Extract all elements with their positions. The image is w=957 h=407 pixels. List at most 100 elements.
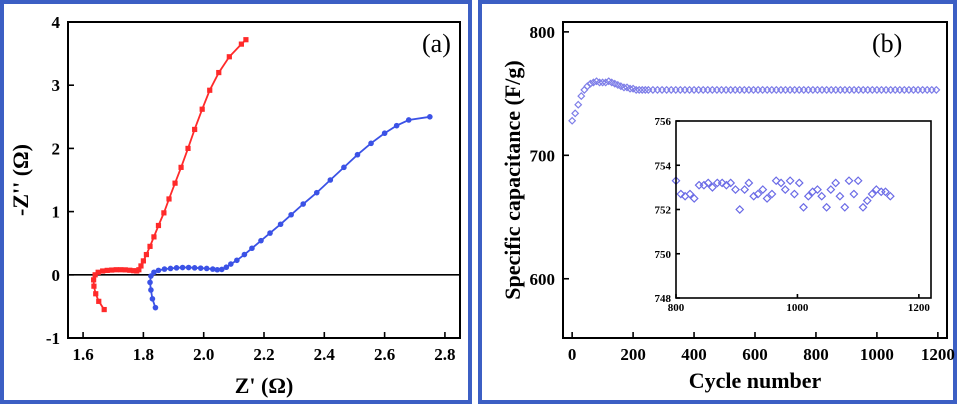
panel-a-x-tick-label: 2.4 <box>314 345 336 364</box>
panel-a-x-tick-label: 2.0 <box>193 345 214 364</box>
inset-data-point <box>840 202 850 212</box>
inset-x-tick-label: 1200 <box>908 302 931 314</box>
inset-data-point <box>762 193 772 203</box>
data-point <box>300 201 307 207</box>
inset-y-tick-label: 750 <box>655 249 672 261</box>
panel-a-y-tick-label: -1 <box>46 329 60 348</box>
data-point <box>635 85 644 94</box>
series-red <box>91 37 249 313</box>
inset-data-point <box>767 189 777 199</box>
inset-data-point <box>858 202 868 212</box>
data-point <box>149 296 156 302</box>
data-point <box>277 221 284 228</box>
inset-data-point <box>871 185 881 195</box>
data-point <box>122 267 128 273</box>
panel-a-y-tick-label: 0 <box>52 266 61 285</box>
panel-b-x-tick-label: 0 <box>568 345 577 364</box>
data-point <box>577 92 586 101</box>
data-point <box>589 78 598 87</box>
data-point <box>632 85 641 94</box>
data-point <box>601 78 610 87</box>
inset-chart: 800 1000 1200 748 750 752 754 756 <box>655 116 932 314</box>
panel-a-ticks: 1.6 1.8 2.0 2.2 2.4 2.6 2.8 -1 0 1 2 3 4 <box>46 13 456 364</box>
inset-data-point <box>822 202 832 212</box>
inset-data-point <box>789 189 799 199</box>
inset-data-point <box>780 185 790 195</box>
panel-b-x-tick-label: 1000 <box>860 345 894 364</box>
data-point <box>586 79 595 88</box>
inset-data-point <box>862 196 872 206</box>
data-point <box>249 245 255 252</box>
panel-b-label: (b) <box>872 29 902 58</box>
data-point <box>166 196 172 202</box>
data-point <box>118 267 124 273</box>
data-point <box>207 87 213 93</box>
data-point <box>104 267 110 273</box>
inset-y-tick-label: 754 <box>655 160 672 172</box>
data-point <box>638 85 647 94</box>
data-point <box>172 180 178 186</box>
panel-b: 0 200 400 600 800 1000 1200 600 700 800 (b) Cycle… <box>478 0 957 404</box>
data-point <box>95 269 101 275</box>
panel-b-y-tick-label: 700 <box>530 146 556 165</box>
data-point <box>93 291 99 297</box>
data-point <box>185 264 192 271</box>
panel-b-x-tick-label: 1200 <box>921 345 955 364</box>
data-point <box>381 130 388 137</box>
panel-a-x-axis-title: Z' (Ω) <box>235 373 294 398</box>
data-point <box>209 266 216 272</box>
inset-ticks: 800 1000 1200 748 750 752 754 756 <box>655 116 931 314</box>
inset-data-point <box>685 189 695 199</box>
data-point <box>148 287 154 293</box>
data-point <box>143 251 149 258</box>
inset-data-point <box>853 176 863 186</box>
inset-data-point <box>885 191 895 201</box>
data-point <box>641 85 650 94</box>
data-point <box>131 268 137 274</box>
panel-a-x-tick-label: 1.6 <box>72 345 93 364</box>
data-point <box>393 122 400 129</box>
data-point <box>136 267 142 273</box>
data-point <box>234 257 240 264</box>
data-point <box>216 69 222 76</box>
inset-data-point <box>813 185 822 195</box>
data-point <box>932 85 941 94</box>
data-point <box>155 267 162 274</box>
panel-a-x-tick-label: 2.8 <box>434 345 455 364</box>
data-point <box>148 273 154 279</box>
panel-b-y-axis-title: Specific capacitance (F/g) <box>500 60 525 300</box>
inset-series <box>671 176 895 214</box>
data-point <box>267 230 273 236</box>
inset-data-point <box>758 185 768 195</box>
data-point <box>155 222 162 229</box>
inset-data-point <box>794 178 804 188</box>
inset-data-point <box>881 187 890 197</box>
data-point <box>161 266 168 272</box>
inset-y-tick-label: 748 <box>655 293 672 305</box>
data-point <box>147 243 153 249</box>
data-point <box>152 304 159 311</box>
inset-data-point <box>735 205 745 214</box>
inset-data-point <box>849 189 859 199</box>
inset-data-point <box>803 191 813 201</box>
panel-b-x-tick-label: 200 <box>620 345 646 364</box>
data-point <box>185 145 191 151</box>
data-point <box>92 272 98 278</box>
data-point <box>238 41 244 47</box>
data-point <box>214 266 221 273</box>
data-point <box>151 234 157 240</box>
data-point <box>113 267 119 273</box>
data-point <box>258 237 264 244</box>
data-point <box>147 279 153 286</box>
panel-b-y-tick-label: 800 <box>530 23 556 42</box>
data-point <box>151 269 157 276</box>
capacitance-series <box>568 77 941 125</box>
inset-data-point <box>785 176 795 186</box>
inset-data-point <box>703 178 713 188</box>
inset-data-point <box>776 178 786 188</box>
data-point <box>101 306 107 313</box>
impedance-series <box>91 37 433 313</box>
data-point <box>243 37 249 43</box>
inset-background <box>676 121 931 298</box>
